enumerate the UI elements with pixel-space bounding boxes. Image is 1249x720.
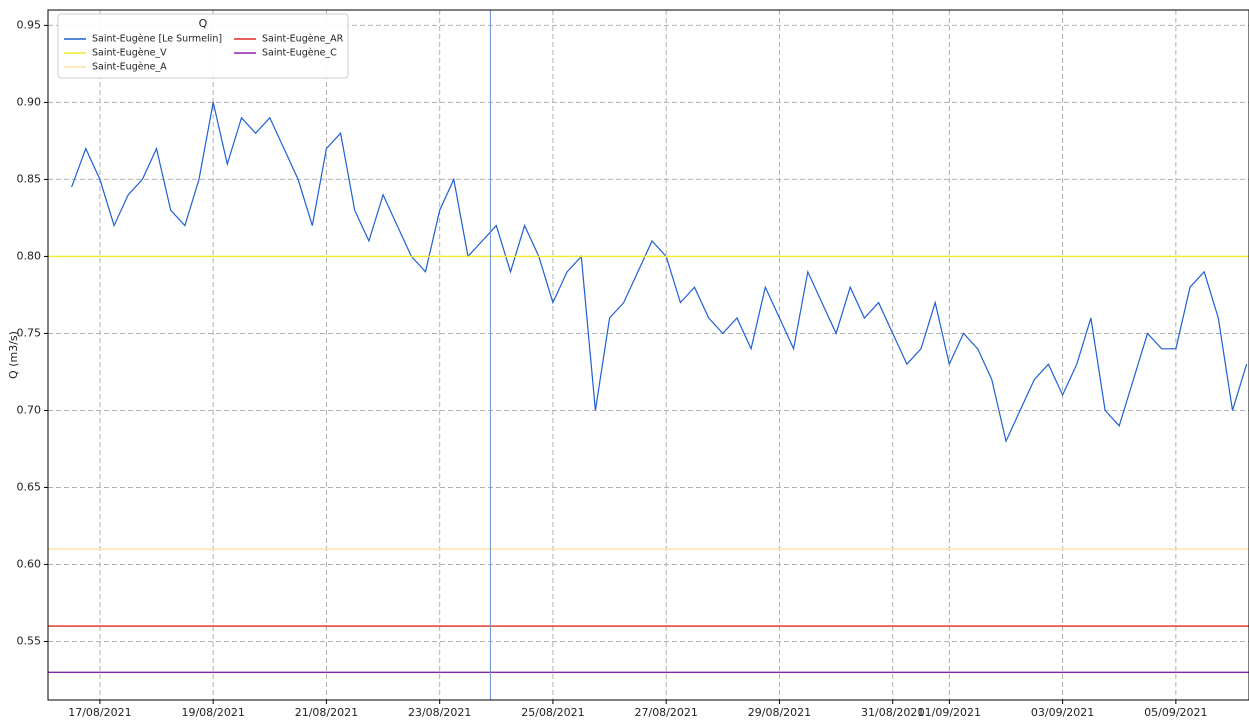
plot-frame xyxy=(47,9,1249,701)
x-tick-label: 19/08/2021 xyxy=(181,706,244,719)
legend-box xyxy=(57,13,349,79)
x-tick-label: 31/08/2021 xyxy=(861,706,924,719)
y-tick-label: 0.95 xyxy=(17,18,42,31)
x-tick-label: 21/08/2021 xyxy=(295,706,358,719)
x-tick-label: 17/08/2021 xyxy=(68,706,131,719)
x-tick-label: 01/09/2021 xyxy=(918,706,981,719)
legend-label: Saint-Eugène [Le Surmelin] xyxy=(92,34,222,45)
x-tick-label: 23/08/2021 xyxy=(408,706,471,719)
x-tick-label: 25/08/2021 xyxy=(521,706,584,719)
y-tick-label: 0.80 xyxy=(17,249,42,262)
y-tick-label: 0.70 xyxy=(17,403,42,416)
y-tick-label: 0.55 xyxy=(17,634,42,647)
legend-label: Saint-Eugène_AR xyxy=(262,34,344,45)
y-tick-label: 0.60 xyxy=(17,557,42,570)
y-tick-label: 0.90 xyxy=(17,95,42,108)
x-tick-label: 29/08/2021 xyxy=(748,706,811,719)
legend-label: Saint-Eugène_V xyxy=(92,48,167,59)
y-tick-label: 0.65 xyxy=(17,480,42,493)
legend-label: Saint-Eugène_A xyxy=(92,62,167,73)
x-tick-label: 05/09/2021 xyxy=(1144,706,1207,719)
y-tick-label: 0.75 xyxy=(17,326,42,339)
y-tick-label: 0.85 xyxy=(17,172,42,185)
legend-title: Q xyxy=(199,17,208,30)
x-tick-label: 27/08/2021 xyxy=(634,706,697,719)
legend-label: Saint-Eugène_C xyxy=(262,48,337,59)
x-tick-label: 03/09/2021 xyxy=(1031,706,1094,719)
y-axis-label: Q (m3/s) xyxy=(7,331,20,379)
data-line xyxy=(71,102,1248,444)
